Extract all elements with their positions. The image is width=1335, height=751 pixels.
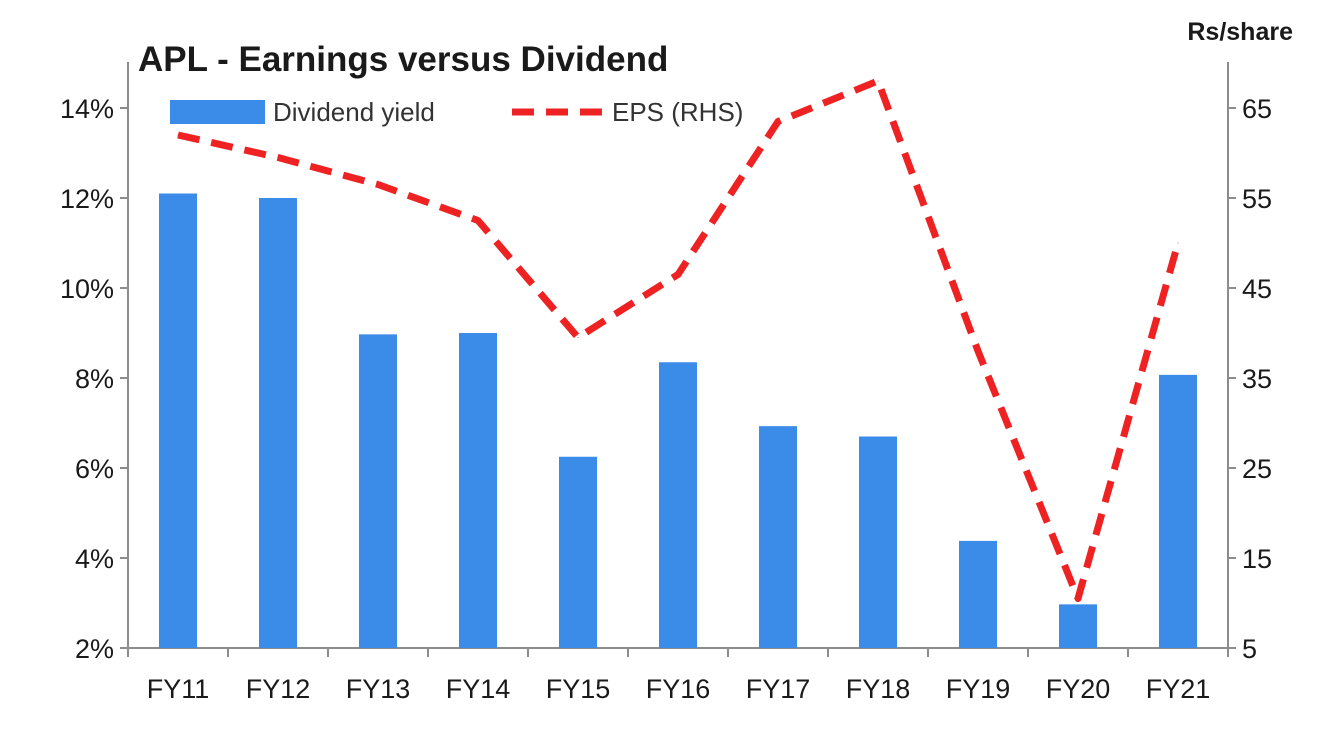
legend-label-eps: EPS (RHS) bbox=[612, 97, 743, 127]
bar-dividend-yield bbox=[1059, 604, 1097, 648]
point-eps bbox=[577, 337, 579, 338]
x-axis-tick-label: FY11 bbox=[147, 674, 210, 704]
left-axis-tick-label: 10% bbox=[60, 274, 114, 304]
x-axis-tick-label: FY19 bbox=[946, 674, 1011, 704]
point-eps bbox=[977, 350, 979, 352]
bar-dividend-yield bbox=[359, 334, 397, 648]
bar-dividend-yield bbox=[959, 540, 997, 648]
x-axis-tick-label: FY21 bbox=[1146, 674, 1211, 704]
point-eps bbox=[377, 184, 379, 185]
point-eps bbox=[677, 274, 679, 275]
legend-swatch-dividend-yield bbox=[170, 100, 265, 124]
right-axis-unit: Rs/share bbox=[1187, 18, 1293, 46]
bar-dividend-yield bbox=[259, 198, 297, 648]
right-axis-tick-label: 45 bbox=[1242, 274, 1272, 304]
x-axis-tick-label: FY16 bbox=[646, 674, 711, 704]
point-eps bbox=[1077, 598, 1079, 599]
right-axis-tick-label: 15 bbox=[1242, 544, 1272, 574]
x-axis-tick-label: FY20 bbox=[1046, 674, 1111, 704]
point-eps bbox=[1177, 242, 1179, 244]
left-axis-tick-label: 4% bbox=[75, 544, 114, 574]
point-eps bbox=[277, 157, 279, 158]
right-axis-tick-label: 5 bbox=[1242, 634, 1257, 664]
left-axis-tick-label: 8% bbox=[75, 364, 114, 394]
point-eps bbox=[177, 134, 179, 136]
right-axis: 5 15 25 35 45 55 65 bbox=[1227, 62, 1272, 664]
left-axis: 2% 4% 6% 8% 10% 12% 14% bbox=[60, 62, 129, 664]
bar-dividend-yield bbox=[859, 436, 897, 648]
point-eps bbox=[777, 121, 779, 122]
x-axis-tick-label: FY15 bbox=[546, 674, 611, 704]
bar-dividend-yield bbox=[759, 426, 797, 648]
legend: Dividend yield EPS (RHS) bbox=[170, 97, 743, 127]
x-axis-tick-label: FY18 bbox=[846, 674, 911, 704]
x-axis: FY11 FY12 FY13 FY14 FY15 FY16 FY17 FY18 FY19 FY20… bbox=[127, 647, 1229, 704]
left-axis-tick-label: 2% bbox=[75, 634, 114, 664]
left-axis-tick-label: 12% bbox=[60, 184, 114, 214]
x-axis-tick-label: FY13 bbox=[346, 674, 411, 704]
left-axis-tick-label: 6% bbox=[75, 454, 114, 484]
right-axis-tick-label: 35 bbox=[1242, 364, 1272, 394]
point-eps bbox=[877, 80, 879, 82]
bar-series bbox=[159, 193, 1197, 648]
x-axis-tick-label: FY14 bbox=[446, 674, 511, 704]
legend-label-dividend-yield: Dividend yield bbox=[273, 97, 435, 127]
bar-dividend-yield bbox=[159, 193, 197, 648]
bar-dividend-yield bbox=[1159, 374, 1197, 648]
right-axis-tick-label: 55 bbox=[1242, 184, 1272, 214]
bar-dividend-yield bbox=[559, 456, 597, 648]
point-eps bbox=[477, 220, 479, 221]
right-axis-tick-label: 65 bbox=[1242, 94, 1272, 124]
chart-title: APL - Earnings versus Dividend bbox=[138, 40, 668, 79]
bar-dividend-yield bbox=[459, 333, 497, 648]
x-axis-tick-label: FY17 bbox=[746, 674, 811, 704]
bar-dividend-yield bbox=[659, 362, 697, 648]
left-axis-tick-label: 14% bbox=[60, 94, 114, 124]
line-series bbox=[177, 77, 1182, 602]
x-axis-tick-label: FY12 bbox=[246, 674, 311, 704]
right-axis-tick-label: 25 bbox=[1242, 454, 1272, 484]
